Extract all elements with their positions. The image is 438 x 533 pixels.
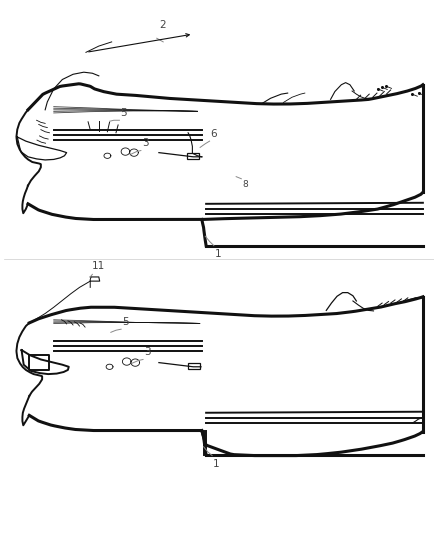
Text: 3: 3 <box>142 139 148 149</box>
Text: 1: 1 <box>213 459 219 469</box>
Text: 6: 6 <box>210 129 217 139</box>
Text: 5: 5 <box>122 317 129 327</box>
Text: 2: 2 <box>159 20 166 30</box>
Text: 5: 5 <box>120 108 127 118</box>
Bar <box>188 362 200 369</box>
Bar <box>187 152 199 159</box>
Text: 3: 3 <box>144 348 151 358</box>
Text: 11: 11 <box>92 261 105 271</box>
Text: 1: 1 <box>215 249 221 259</box>
Text: 8: 8 <box>242 180 248 189</box>
